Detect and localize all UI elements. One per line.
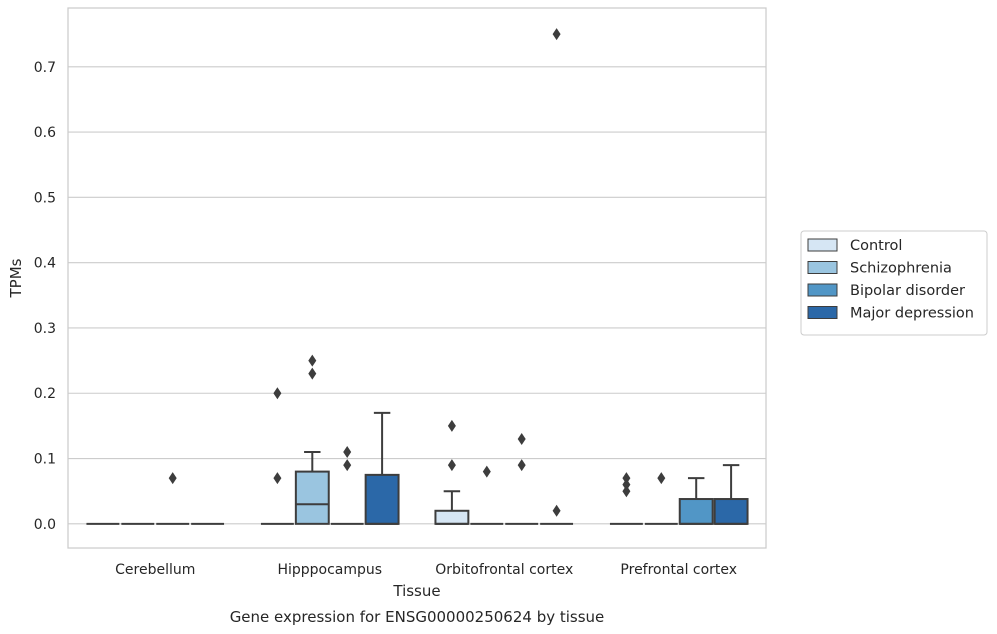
chart-caption: Gene expression for ENSG00000250624 by t…: [230, 608, 605, 626]
outlier-point: [552, 28, 561, 41]
legend-swatch: [807, 261, 838, 274]
x-axis-label: Tissue: [392, 582, 440, 600]
x-tick-label: Hipppocampus: [277, 562, 382, 578]
outlier-point: [343, 459, 352, 472]
plot-area: [86, 28, 749, 525]
box-major-depression: [540, 28, 574, 525]
box-bipolar-disorder: [330, 446, 364, 525]
outlier-point: [622, 485, 631, 498]
y-tick-label: 0.1: [34, 452, 56, 468]
y-tick-label: 0.5: [34, 190, 56, 206]
y-axis: 0.0 0.1 0.2 0.3 0.4 0.5 0.6 0.7: [34, 60, 56, 533]
plot-frame: [67, 7, 767, 549]
legend-label: Bipolar disorder: [850, 283, 965, 299]
y-tick-label: 0.4: [34, 256, 56, 272]
gridlines: [68, 66, 766, 525]
legend-label: Major depression: [850, 306, 974, 322]
x-axis: Cerebellum Hipppocampus Orbitofrontal cort…: [115, 562, 737, 578]
outlier-point: [447, 419, 456, 432]
y-tick-label: 0.6: [34, 125, 56, 141]
outlier-point: [517, 432, 526, 445]
box-bipolar-disorder: [505, 432, 539, 525]
outlier-point: [343, 446, 352, 459]
outlier-point: [308, 354, 317, 367]
legend: Control Schizophrenia Bipolar disorder Majo…: [800, 230, 988, 336]
outlier-point: [308, 367, 317, 380]
outlier-point: [447, 459, 456, 472]
box-control: [434, 419, 470, 525]
y-tick-label: 0.2: [34, 386, 56, 402]
legend-frame: [800, 230, 988, 336]
x-tick-label: Orbitofrontal cortex: [435, 562, 573, 578]
outlier-point: [273, 472, 282, 485]
box: [434, 509, 470, 525]
box-major-depression: [713, 464, 749, 525]
box-schizophrenia: [470, 465, 504, 525]
x-tick-label: Prefrontal cortex: [620, 562, 737, 578]
outlier-point: [622, 478, 631, 491]
legend-swatch: [807, 306, 838, 319]
outlier-point: [552, 504, 561, 517]
y-tick-label: 0.7: [34, 60, 56, 76]
outlier-point: [622, 472, 631, 485]
box: [364, 473, 400, 525]
box-control: [609, 472, 643, 525]
y-axis-label: TPMs: [7, 258, 25, 298]
legend-label: Schizophrenia: [850, 261, 952, 277]
outlier-point: [482, 465, 491, 478]
box: [713, 498, 749, 525]
outlier-point: [168, 472, 177, 485]
box-bipolar-disorder: [678, 477, 714, 525]
box-schizophrenia: [294, 354, 330, 525]
box: [678, 498, 714, 525]
legend-label: Control: [850, 238, 902, 254]
box-bipolar-disorder: [156, 472, 190, 525]
legend-swatch: [807, 238, 838, 252]
outlier-point: [517, 459, 526, 472]
box-control: [260, 387, 294, 525]
box-major-depression: [364, 411, 400, 525]
box-schizophrenia: [644, 472, 678, 525]
y-tick-label: 0.3: [34, 321, 56, 337]
box: [294, 470, 330, 525]
legend-swatch: [807, 283, 838, 297]
x-tick-label: Cerebellum: [115, 562, 195, 578]
y-tick-label: 0.0: [34, 517, 56, 533]
outlier-point: [657, 472, 666, 485]
outlier-point: [273, 387, 282, 400]
